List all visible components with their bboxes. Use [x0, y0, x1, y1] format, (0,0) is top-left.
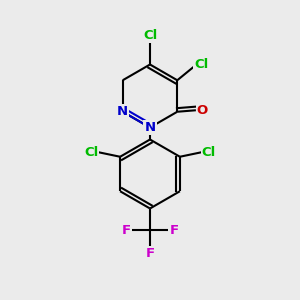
Text: F: F [146, 247, 154, 260]
Text: Cl: Cl [194, 58, 208, 71]
Text: Cl: Cl [84, 146, 98, 159]
Text: Cl: Cl [202, 146, 216, 159]
Text: N: N [117, 105, 128, 118]
Text: F: F [169, 224, 178, 237]
Text: F: F [122, 224, 130, 237]
Text: Cl: Cl [143, 29, 157, 42]
Text: N: N [144, 121, 156, 134]
Text: O: O [197, 104, 208, 117]
